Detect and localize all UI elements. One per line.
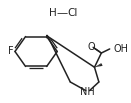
Text: Cl: Cl — [68, 8, 78, 18]
Text: H: H — [49, 8, 57, 18]
Text: F: F — [8, 46, 14, 57]
Text: —: — — [56, 8, 67, 18]
Text: OH: OH — [113, 44, 128, 54]
Text: NH: NH — [80, 87, 95, 97]
Text: O: O — [88, 42, 95, 52]
Polygon shape — [47, 35, 48, 38]
